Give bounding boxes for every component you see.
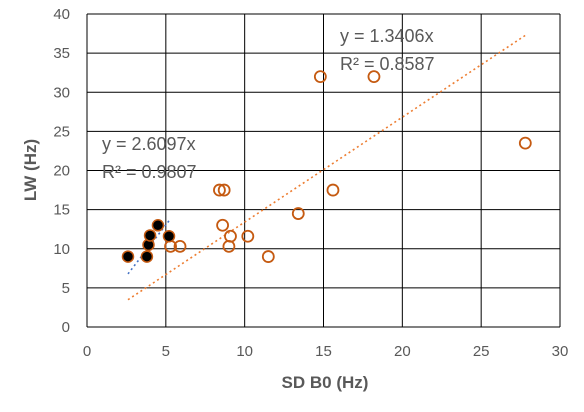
x-axis-ticks: 0 5 10 15 20 25 30 bbox=[83, 343, 569, 360]
data-point-series-2 bbox=[216, 218, 229, 232]
data-point-series-2 bbox=[241, 229, 255, 243]
x-tick-label: 20 bbox=[394, 343, 411, 360]
data-point-series-2 bbox=[313, 70, 327, 83]
data-point-series-2 bbox=[217, 183, 231, 197]
y-tick-label: 5 bbox=[62, 280, 70, 297]
data-point-series-2 bbox=[367, 70, 381, 83]
data-points bbox=[121, 70, 532, 263]
data-point-series-2 bbox=[173, 240, 187, 253]
y-tick-label: 10 bbox=[53, 241, 70, 258]
data-point-series-2 bbox=[261, 250, 275, 263]
x-tick-label: 10 bbox=[236, 343, 253, 360]
data-point-series-2 bbox=[224, 229, 237, 243]
y-tick-label: 35 bbox=[53, 45, 70, 62]
x-axis-title: SD B0 (Hz) bbox=[282, 373, 369, 392]
data-point-series-1 bbox=[143, 229, 157, 242]
trendline-1-equation: y = 2.6097x bbox=[102, 134, 196, 154]
x-tick-label: 15 bbox=[315, 343, 332, 360]
data-point-series-2 bbox=[518, 136, 532, 150]
trendline-2-r2: R² = 0.8587 bbox=[340, 54, 435, 74]
y-axis-ticks: 0 5 10 15 20 25 30 35 40 bbox=[53, 6, 70, 336]
y-tick-label: 20 bbox=[53, 163, 70, 180]
data-point-series-1 bbox=[151, 219, 165, 232]
plot-grid bbox=[86, 13, 561, 328]
data-point-series-2 bbox=[326, 183, 340, 197]
x-tick-label: 25 bbox=[473, 343, 490, 360]
x-tick-label: 5 bbox=[162, 343, 170, 360]
y-tick-label: 25 bbox=[53, 123, 70, 140]
data-point-series-1 bbox=[121, 250, 135, 263]
data-point-series-2 bbox=[222, 240, 236, 253]
data-point-series-1 bbox=[140, 250, 154, 263]
data-point-series-2 bbox=[291, 207, 305, 220]
x-tick-label: 0 bbox=[83, 343, 91, 360]
y-tick-label: 40 bbox=[53, 6, 70, 23]
trendline-1-r2: R² = 0.9807 bbox=[102, 162, 197, 182]
data-point-series-2 bbox=[213, 183, 226, 197]
y-axis-title: LW (Hz) bbox=[21, 139, 40, 201]
y-tick-label: 0 bbox=[62, 319, 70, 336]
y-tick-label: 30 bbox=[53, 84, 70, 101]
y-tick-label: 15 bbox=[53, 202, 70, 219]
data-point-series-1 bbox=[162, 229, 176, 243]
x-tick-label: 30 bbox=[552, 343, 569, 360]
trendline-2-equation: y = 1.3406x bbox=[340, 26, 434, 46]
